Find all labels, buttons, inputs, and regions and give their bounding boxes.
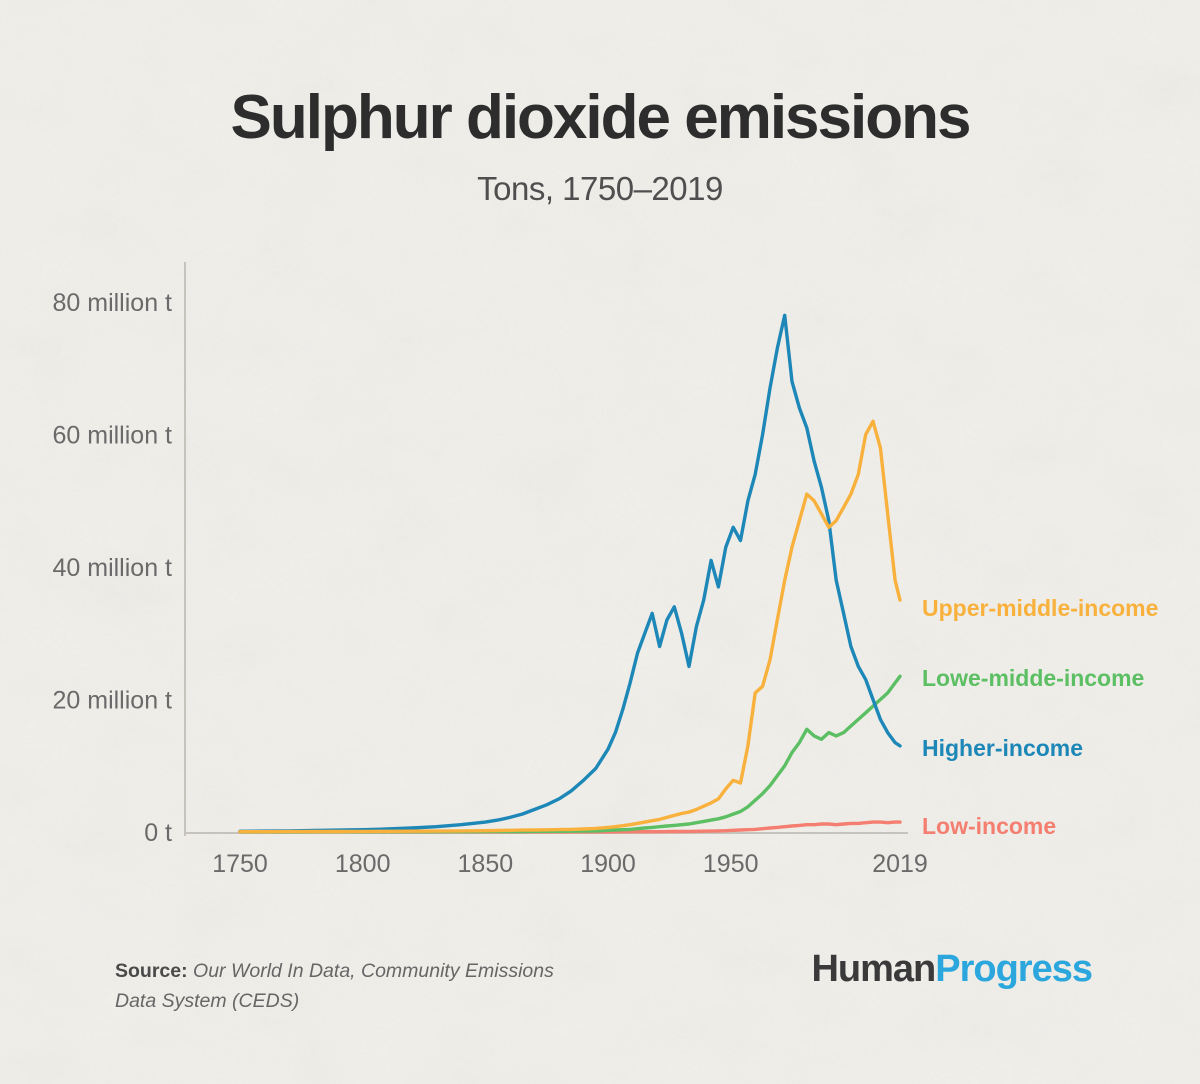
series-line-higher-income (238, 313, 902, 833)
x-tick-label: 1950 (703, 850, 759, 878)
x-tick-label: 1750 (212, 850, 268, 878)
y-tick-label: 80 million t (53, 289, 173, 317)
series-line-upper-middle-income (238, 419, 902, 834)
chart-subtitle: Tons, 1750–2019 (477, 170, 723, 207)
humanprogress-logo: HumanProgress (811, 948, 1093, 991)
series-line-lowe-midde-income (238, 674, 902, 834)
brand-part-progress: Progress (935, 948, 1093, 990)
x-tick-label: 1800 (335, 850, 391, 878)
source-line2: Data System (CEDS) (115, 990, 300, 1013)
y-tick-label: 0 t (144, 819, 172, 847)
brand-part-human: Human (811, 948, 936, 990)
x-tick-label: 1850 (458, 850, 514, 878)
series-label-higher-income: Higher-income (922, 735, 1084, 761)
x-tick-label: 2019 (872, 850, 928, 878)
series-label-upper-middle-income: Upper-middle-income (922, 595, 1159, 621)
y-tick-label: 20 million t (53, 687, 173, 715)
series-label-lower-middle-income: Lowe-midde-income (922, 665, 1145, 691)
x-tick-label: 1900 (580, 850, 636, 878)
y-tick-label: 40 million t (53, 554, 173, 582)
page-title: Sulphur dioxide emissions (230, 83, 972, 152)
source-label: Source: (115, 960, 188, 982)
source-note: Source: Our World In Data, Community Emi… (115, 956, 615, 1016)
y-tick-label: 60 million t (53, 422, 173, 450)
source-line1: Our World In Data, Community Emissions (193, 960, 554, 982)
series-label-low-income: Low-income (922, 813, 1057, 839)
